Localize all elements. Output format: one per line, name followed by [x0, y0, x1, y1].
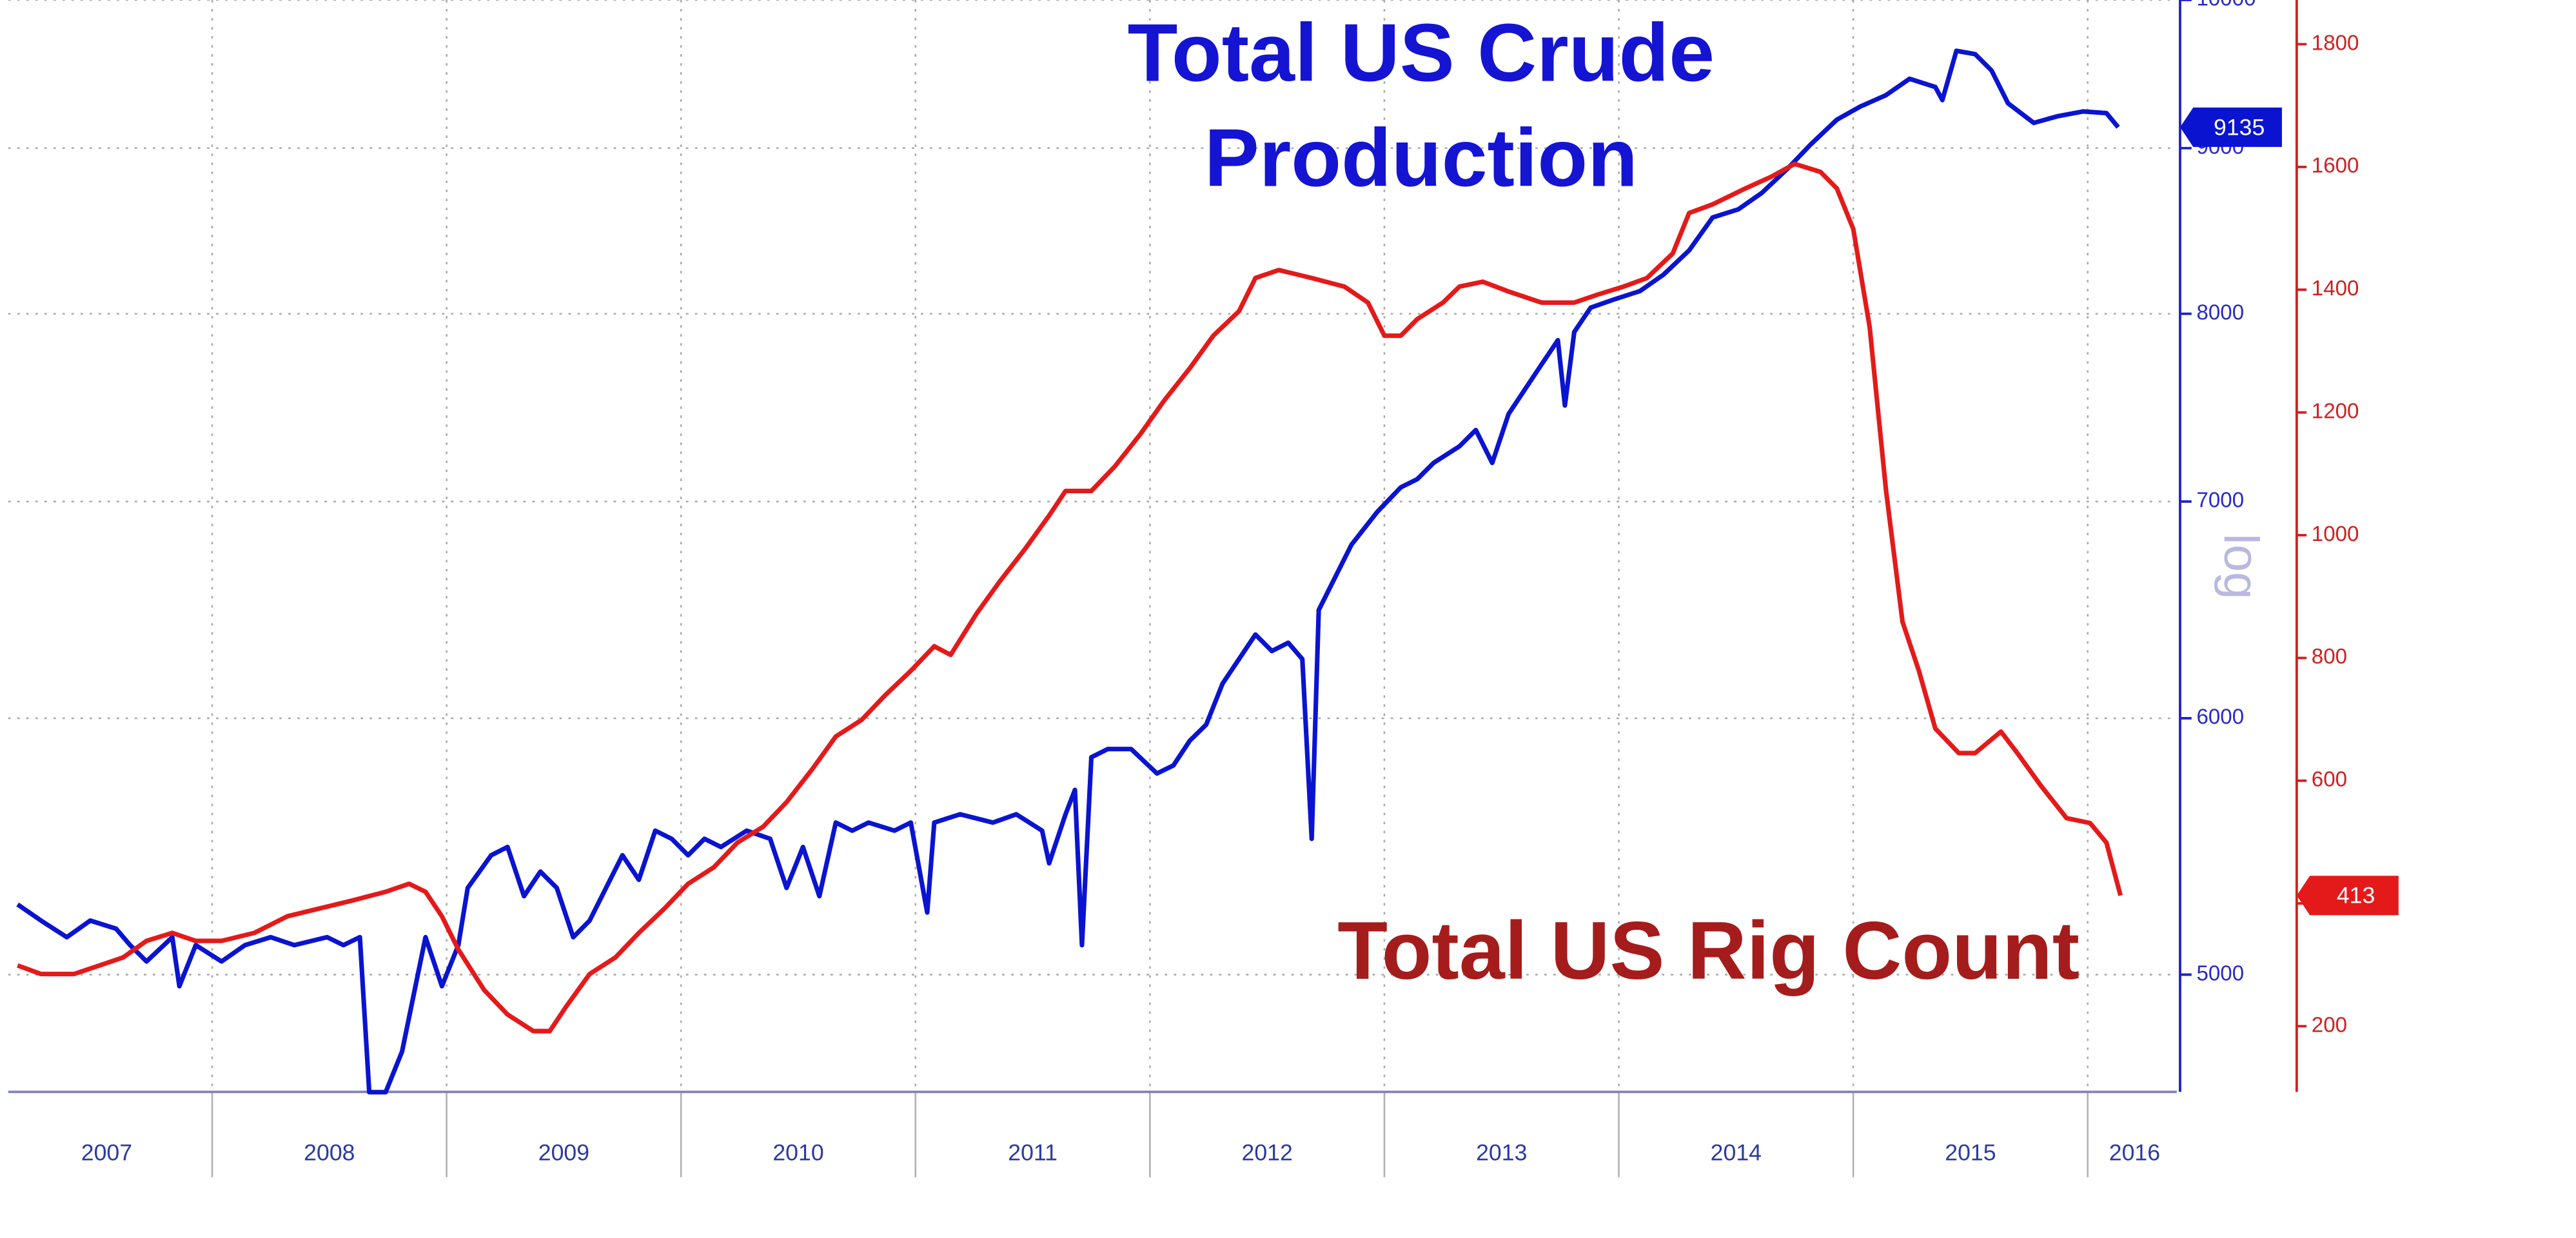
y2-tick-label: 800	[2312, 645, 2347, 669]
y-tick-label: 8000	[2196, 300, 2244, 324]
y-tick-label: 10000	[2196, 0, 2256, 11]
end-label-box	[2296, 876, 2399, 916]
annotation: Total US Crude	[1128, 6, 1715, 98]
x-tick-label: 2009	[538, 1140, 589, 1166]
x-tick-label: 2011	[1008, 1140, 1057, 1166]
x-tick-label: 2013	[1476, 1140, 1527, 1166]
x-tick-label: 2016	[2109, 1140, 2160, 1166]
x-tick-label: 2012	[1242, 1140, 1293, 1166]
y2-tick-label: 1800	[2312, 31, 2359, 55]
y2-tick-label: 1200	[2312, 399, 2359, 423]
x-tick-label: 2007	[81, 1140, 132, 1166]
x-tick-label: 2015	[1945, 1140, 1996, 1166]
y-tick-label: 7000	[2196, 489, 2244, 513]
annotation: Production	[1204, 112, 1638, 203]
y2-tick-label: 1400	[2312, 277, 2359, 300]
y2-tick-label: 200	[2312, 1013, 2347, 1037]
y2-tick-label: 600	[2312, 768, 2347, 792]
y-tick-label: 6000	[2196, 705, 2244, 729]
end-label-box	[2179, 107, 2282, 147]
end-label: 9135	[2214, 114, 2265, 140]
y2-tick-label: 1600	[2312, 154, 2359, 178]
annotation: Total US Rig Count	[1337, 905, 2079, 996]
y2-tick-label: 1000	[2312, 522, 2359, 546]
x-tick-label: 2010	[772, 1140, 823, 1166]
y-tick-label: 5000	[2196, 961, 2244, 985]
data-line	[17, 161, 2123, 1034]
y-scale-label: log	[2214, 534, 2268, 600]
x-tick-label: 2014	[1711, 1140, 1762, 1166]
end-label: 413	[2337, 883, 2375, 909]
x-tick-label: 2008	[304, 1140, 355, 1166]
data-line	[16, 48, 2120, 1095]
